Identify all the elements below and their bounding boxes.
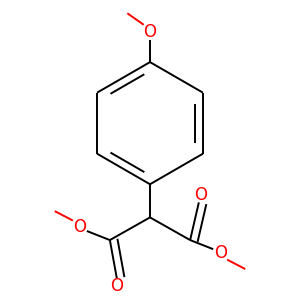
Text: O: O	[143, 23, 157, 41]
Text: O: O	[214, 244, 227, 262]
Text: O: O	[73, 218, 86, 236]
Text: O: O	[194, 186, 207, 204]
Text: O: O	[110, 277, 123, 295]
